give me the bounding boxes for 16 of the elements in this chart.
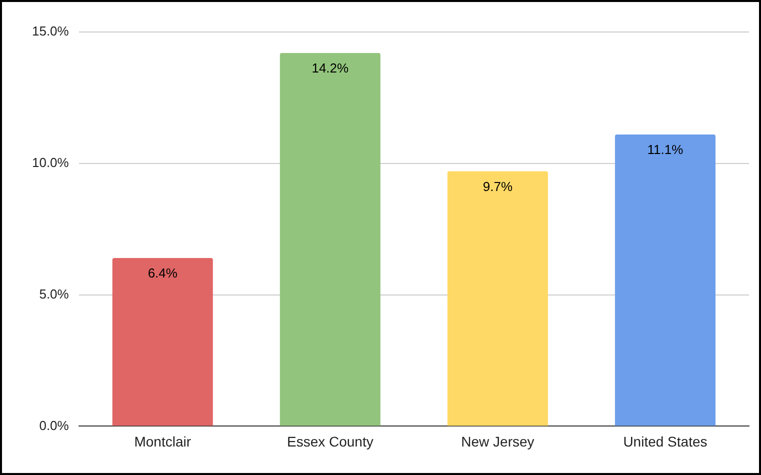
y-tick-label: 15.0% — [32, 24, 70, 39]
bar — [112, 258, 213, 426]
data-label: 9.7% — [482, 178, 513, 194]
y-tick-label: 0.0% — [39, 418, 70, 433]
x-tick-label: United States — [623, 433, 708, 450]
x-tick-label: Essex County — [286, 433, 374, 450]
y-tick-label: 5.0% — [39, 286, 70, 302]
y-tick-label: 10.0% — [32, 154, 70, 170]
x-tick-label: New Jersey — [461, 433, 534, 450]
bar — [280, 53, 380, 426]
x-tick-label: Montclair — [134, 433, 192, 450]
data-label: 6.4% — [148, 266, 178, 281]
data-label: 14.2% — [312, 60, 350, 76]
data-label: 11.1% — [647, 142, 684, 158]
bar — [614, 134, 716, 426]
bar — [447, 171, 548, 426]
